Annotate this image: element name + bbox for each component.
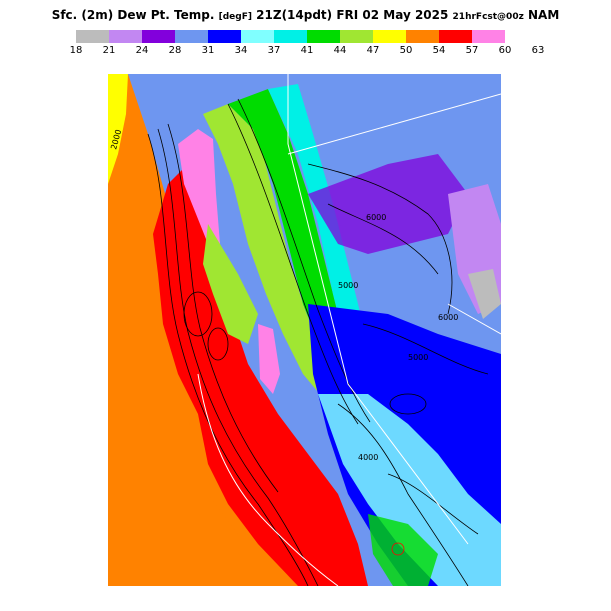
legend-tick-label: 47 (366, 45, 380, 56)
legend-swatch (406, 30, 439, 43)
south-ocean (108, 474, 258, 586)
boundaries (197, 74, 501, 586)
legend-tick-label: 60 (498, 45, 512, 56)
nevada-purple (308, 154, 468, 254)
legend-swatch (241, 30, 274, 43)
south-green (368, 514, 438, 586)
contour-label: 5000 (408, 353, 428, 362)
pink-central (258, 324, 280, 394)
legend-swatch (439, 30, 472, 43)
legend-tick-label: 63 (531, 45, 545, 56)
contour-label: 4000 (358, 453, 378, 462)
legend-swatch (142, 30, 175, 43)
north-coast-yellow (108, 74, 128, 184)
legend-swatch (472, 30, 505, 43)
gray-patch (468, 269, 501, 319)
desert-cyan (318, 394, 501, 586)
legend-swatch (274, 30, 307, 43)
legend-tick-label: 28 (168, 45, 182, 56)
legend-swatch (76, 30, 109, 43)
legend-tick-label: 41 (300, 45, 314, 56)
legend-swatch (307, 30, 340, 43)
legend-tick-label: 34 (234, 45, 248, 56)
title-main: Sfc. (2m) Dew Pt. Temp. (51, 8, 215, 22)
legend-tick-label: 50 (399, 45, 413, 56)
legend-ticks: 18 21 24 28 31 34 37 41 44 47 50 54 57 60 63 (60, 45, 580, 59)
legend-tick-label: 18 (69, 45, 83, 56)
legend-tick-label: 57 (465, 45, 479, 56)
legend-tick-label: 24 (135, 45, 149, 56)
color-legend (76, 30, 505, 43)
title-unit: [degF] (218, 12, 252, 22)
legend-swatch (208, 30, 241, 43)
legend-tick-label: 44 (333, 45, 347, 56)
legend-swatch (175, 30, 208, 43)
legend-tick-label: 31 (201, 45, 215, 56)
title-model: NAM (528, 8, 560, 22)
title-forecast: 21hrFcst@00z (452, 12, 524, 22)
legend-tick-label: 37 (267, 45, 281, 56)
dewpoint-map: 6000 5000 6000 5000 4000 2000 (108, 74, 501, 586)
legend-tick-label: 21 (102, 45, 116, 56)
legend-swatch (340, 30, 373, 43)
legend-tick-label: 54 (432, 45, 446, 56)
legend-swatch (373, 30, 406, 43)
contour-label: 5000 (338, 281, 358, 290)
map-title: Sfc. (2m) Dew Pt. Temp. [degF] 21Z(14pdt… (0, 8, 611, 22)
title-valid: 21Z(14pdt) FRI 02 May 2025 (256, 8, 449, 22)
pink-north (178, 129, 220, 244)
contour-label: 6000 (366, 213, 386, 222)
legend-swatch (109, 30, 142, 43)
foothill-green (203, 104, 338, 404)
contour-label: 6000 (438, 313, 458, 322)
delta-green (203, 224, 258, 344)
